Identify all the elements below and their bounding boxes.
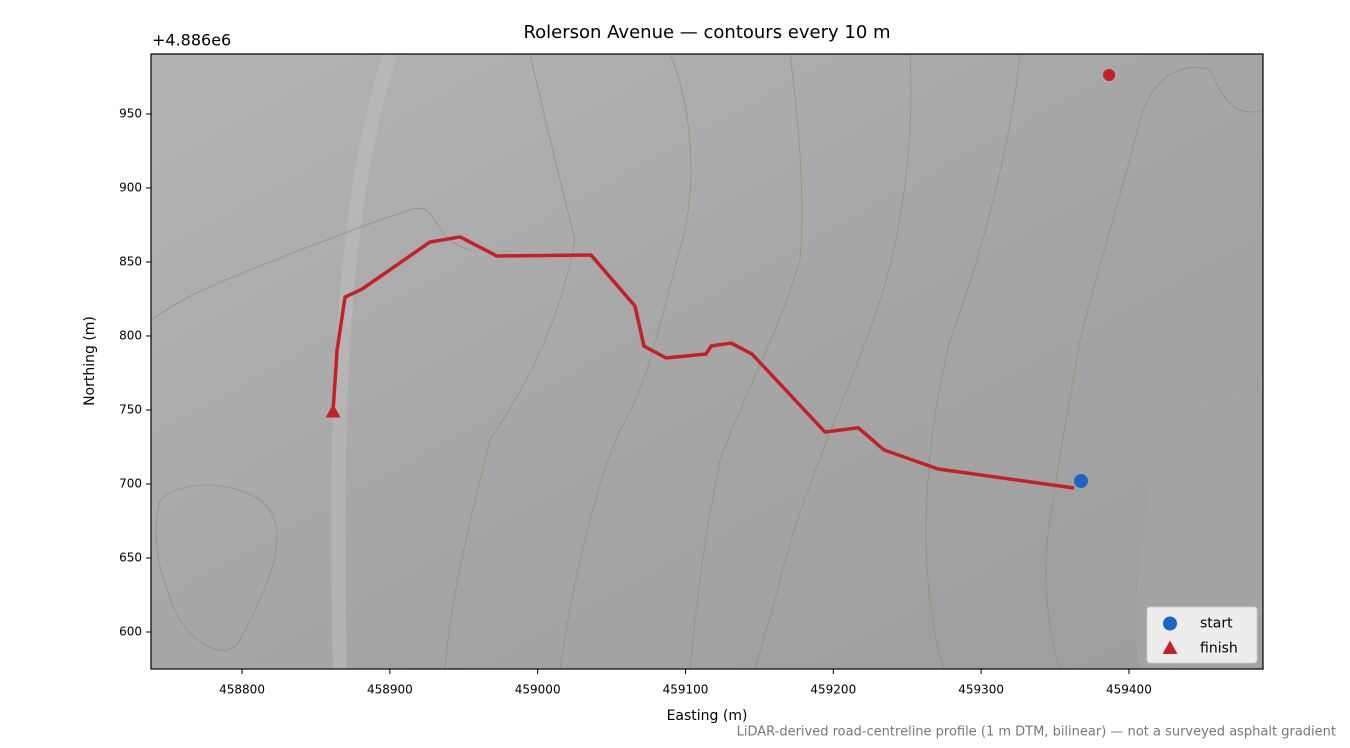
basemap	[151, 54, 1263, 669]
hillshade	[151, 54, 1263, 669]
plot-frame	[150, 53, 1264, 670]
data-layer	[325, 69, 1116, 490]
y-tick-label: 900	[119, 180, 142, 194]
y-tick-label: 650	[119, 550, 142, 564]
marker-triangle	[1162, 640, 1178, 654]
route-line	[331, 235, 1075, 490]
x-tick-label: 458900	[367, 683, 413, 697]
chart-title: Rolerson Avenue — contours every 10 m	[523, 22, 890, 43]
x-tick-label: 459200	[810, 683, 856, 697]
y-tick-label: 700	[119, 476, 142, 490]
x-tick-label: 459000	[515, 683, 561, 697]
x-axis-label: Easting (m)	[667, 708, 748, 724]
y-tick-label: 950	[119, 106, 142, 120]
marker-circle	[1163, 616, 1177, 631]
x-tick-label: 459300	[958, 683, 1004, 697]
y-tick-label: 850	[119, 254, 142, 268]
legend-label: start	[1200, 616, 1233, 632]
legend: start finish	[1146, 606, 1258, 664]
road-cut	[331, 54, 397, 669]
x-tick-label: 458800	[219, 683, 265, 697]
y-tick-label: 750	[119, 402, 142, 416]
y-tick-label: 600	[119, 624, 142, 638]
x-tick-label: 459400	[1106, 683, 1152, 697]
marker-circle	[1103, 69, 1116, 82]
contours	[151, 54, 1263, 669]
y-tick-label: 800	[119, 328, 142, 342]
legend-label: finish	[1200, 641, 1238, 657]
footnote: LiDAR-derived road-centreline profile (1…	[737, 725, 1336, 740]
marker-triangle	[325, 404, 341, 418]
marker-circle	[1074, 474, 1089, 489]
y-offset-label: +4.886e6	[152, 31, 231, 50]
x-tick-label: 459100	[663, 683, 709, 697]
y-axis-label: Northing (m)	[82, 316, 98, 406]
water-body	[1135, 391, 1263, 669]
